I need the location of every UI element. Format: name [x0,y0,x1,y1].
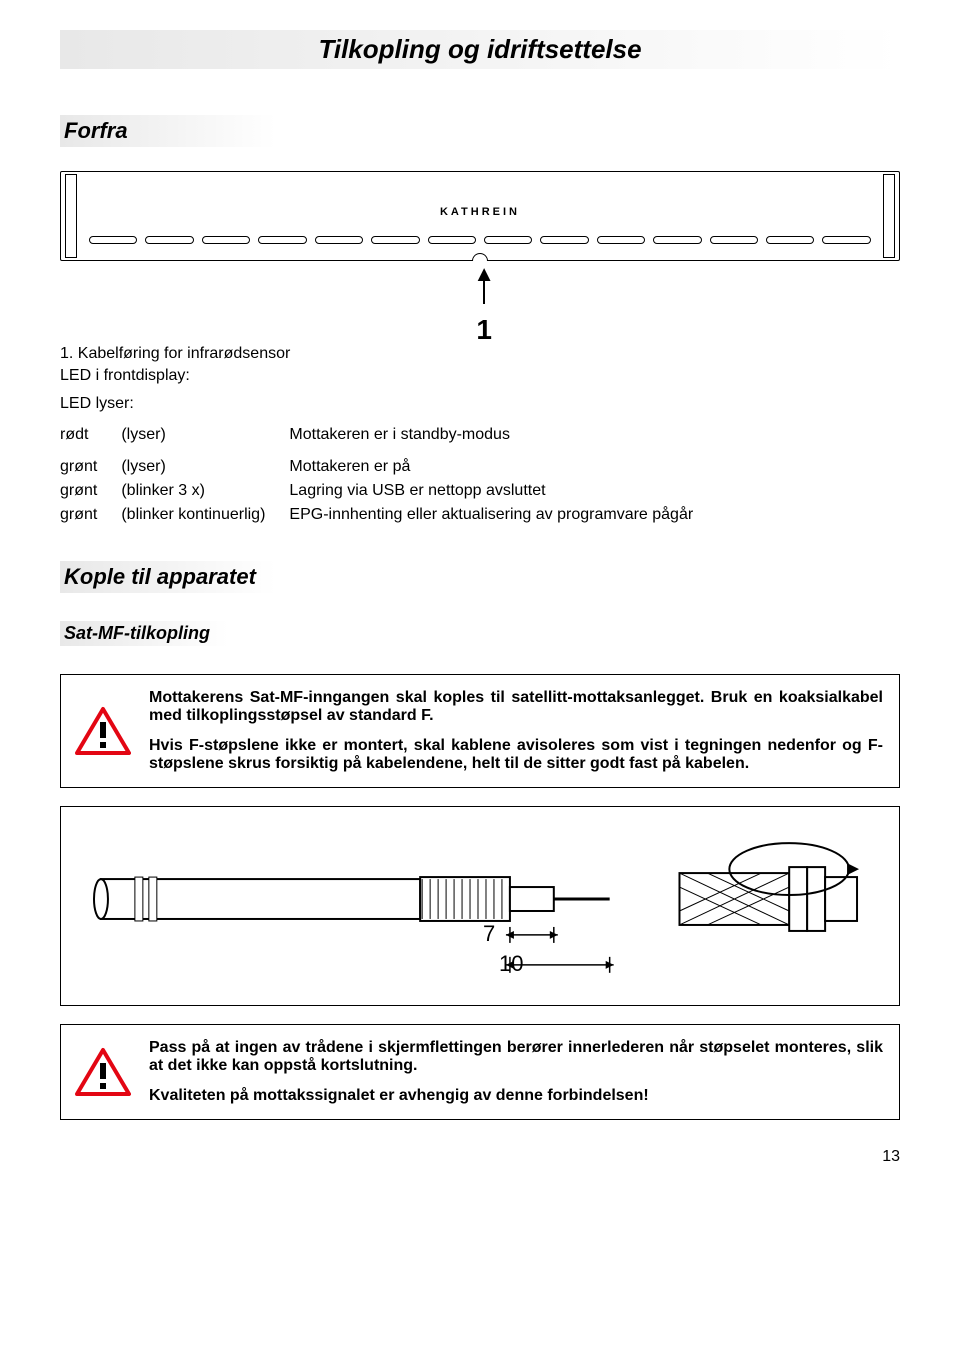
led-desc: EPG-innhenting eller aktualisering av pr… [289,503,717,527]
led-status-table: rødt (lyser) Mottakeren er i standby-mod… [60,423,717,527]
warning-icon [75,689,131,773]
warning-paragraph: Pass på at ingen av trådene i skjermflet… [149,1039,883,1075]
led-desc: Lagring via USB er nettopp avsluttet [289,479,717,503]
dimension-7: 7 [483,921,495,947]
led-desc: Mottakeren er på [289,455,717,479]
arrow-up-icon: ▲ [473,267,495,280]
dimension-10: 10 [499,951,523,977]
table-row: grønt (blinker kontinuerlig) EPG-innhent… [60,503,717,527]
warning-paragraph: Kvaliteten på mottakssignalet er avhengi… [149,1087,883,1105]
device-vents [89,236,871,246]
callout-number: 1 [476,314,492,346]
device-brand-label: KATHREIN [61,206,899,218]
table-row: grønt (blinker 3 x) Lagring via USB er n… [60,479,717,503]
device-outline: KATHREIN [60,171,900,261]
led-mode: (lyser) [121,423,289,447]
heading-forfra: Forfra [60,115,420,147]
device-front-figure: KATHREIN ▲ 1 [60,171,900,331]
led-color: rødt [60,423,121,447]
warning-icon [75,1039,131,1105]
led-color: grønt [60,455,121,479]
led-lyser-label: LED lyser: [60,395,900,413]
heading-sat-mf-tilkopling: Sat-MF-tilkopling [60,621,340,646]
table-row: grønt (lyser) Mottakeren er på [60,455,717,479]
led-mode: (lyser) [121,455,289,479]
led-color: grønt [60,479,121,503]
heading-kople-til-apparatet: Kople til apparatet [60,561,420,593]
table-row: rødt (lyser) Mottakeren er i standby-mod… [60,423,717,447]
warning-paragraph: Hvis F-støpslene ikke er montert, skal k… [149,737,883,773]
warning-paragraph: Mottakerens Sat-MF-inngangen skal koples… [149,689,883,725]
led-mode: (blinker kontinuerlig) [121,503,289,527]
led-mode: (blinker 3 x) [121,479,289,503]
warning-box-2: Pass på at ingen av trådene i skjermflet… [60,1024,900,1120]
cable-strip-figure: 7 10 [60,806,900,1006]
page-number: 13 [60,1148,900,1166]
cable-diagram-icon [91,827,869,987]
led-color: grønt [60,503,121,527]
callout-arrow: ▲ 1 [473,267,495,346]
item-kabelforing: 1. Kabelføring for infrarødsensor [60,345,900,363]
led-desc: Mottakeren er i standby-modus [289,423,717,447]
led-frontdisplay-label: LED i frontdisplay: [60,367,900,385]
page-title: Tilkopling og idriftsettelse [60,30,900,69]
led-indicator-icon [472,253,488,261]
warning-box-1: Mottakerens Sat-MF-inngangen skal koples… [60,674,900,788]
